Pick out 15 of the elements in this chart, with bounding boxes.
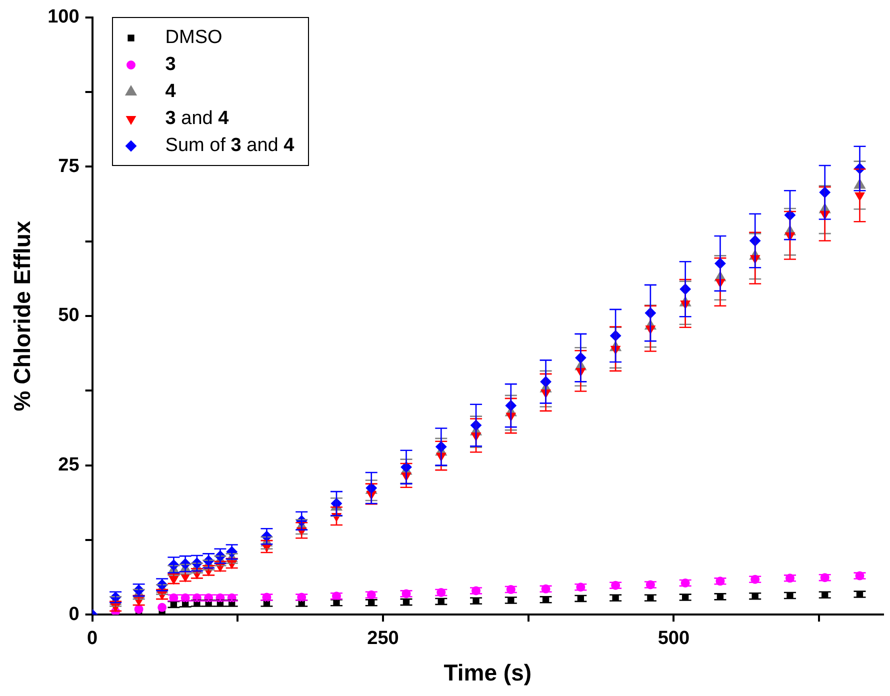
y-tick-label: 50 (58, 305, 80, 326)
y-tick-label: 75 (58, 156, 80, 177)
y-axis-title: % Chloride Efflux (9, 220, 36, 412)
x-tick-label: 0 (87, 628, 98, 650)
legend-label: 3 (165, 54, 176, 76)
y-tick-label: 100 (48, 6, 80, 28)
y-tick-label: 0 (68, 604, 80, 625)
x-axis-title: Time (s) (444, 660, 532, 686)
y-tick-label: 25 (58, 454, 80, 476)
x-tick-label: 500 (658, 628, 690, 650)
legend-label: Sum of 3 and 4 (165, 135, 294, 156)
legend-label: 4 (165, 81, 176, 102)
legend-label: DMSO (165, 27, 222, 48)
legend-label: 3 and 4 (165, 108, 229, 130)
x-tick-label: 250 (367, 628, 399, 650)
